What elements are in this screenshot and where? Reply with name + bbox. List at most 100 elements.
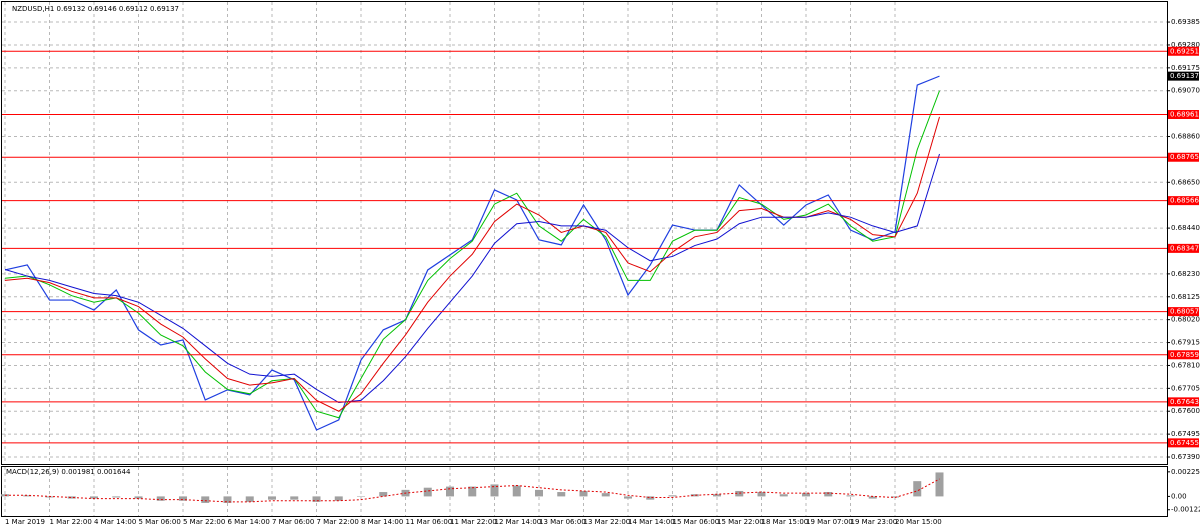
macd-tick-label: 0.00 — [1171, 492, 1187, 500]
x-tick-label: 1 Mar 2019 — [5, 518, 45, 526]
macd-bar — [646, 496, 655, 500]
macd-bar — [713, 494, 721, 497]
macd-bar — [134, 496, 143, 499]
macd-bar — [45, 496, 54, 498]
x-tick-label: 18 Mar 15:00 — [762, 518, 809, 526]
macd-bar — [423, 487, 432, 497]
level-label: 0.68566 — [1170, 197, 1199, 205]
x-tick-label: 14 Mar 14:00 — [628, 518, 675, 526]
x-tick-label: 13 Mar 06:00 — [539, 518, 586, 526]
x-tick-label: 19 Mar 23:00 — [851, 518, 898, 526]
level-label: 0.67455 — [1170, 439, 1199, 447]
level-label: 0.67859 — [1170, 351, 1199, 359]
level-label-bg — [1168, 243, 1199, 253]
macd-bar — [512, 485, 521, 497]
main-pane — [1, 1, 1168, 465]
level-label: 0.69251 — [1170, 47, 1199, 55]
macd-bar — [312, 496, 321, 502]
level-label-bg — [1168, 196, 1199, 206]
macd-bar — [90, 496, 98, 499]
macd-bar — [601, 493, 610, 497]
y-tick-label: 0.69385 — [1171, 18, 1200, 26]
chart-title: NZDUSD,H1 0.69132 0.69146 0.69112 0.6913… — [12, 5, 179, 13]
macd-bar — [868, 496, 877, 499]
macd-bar — [245, 496, 254, 502]
macd-bar — [179, 496, 187, 501]
macd-bar — [579, 490, 588, 497]
y-tick-label: 0.69280 — [1171, 41, 1200, 49]
macd-bar — [446, 486, 454, 497]
macd-bar — [757, 492, 766, 497]
y-tick-label: 0.68020 — [1171, 316, 1200, 324]
macd-bar — [290, 496, 299, 500]
macd-bar — [67, 496, 76, 499]
level-label: 0.68961 — [1170, 111, 1199, 119]
macd-bar — [334, 496, 343, 501]
y-tick-label: 0.68650 — [1171, 178, 1200, 186]
moving-average — [4, 153, 940, 404]
macd-bar — [891, 496, 899, 498]
macd-bar — [490, 484, 499, 497]
x-tick-label: 19 Mar 07:00 — [806, 518, 853, 526]
macd-pane — [1, 466, 1168, 517]
level-label: 0.67643 — [1170, 398, 1199, 406]
y-tick-label: 0.67705 — [1171, 384, 1200, 392]
macd-bar — [846, 495, 855, 497]
level-label-bg — [1168, 397, 1199, 407]
level-label-bg — [1168, 110, 1199, 120]
moving-average — [4, 90, 940, 419]
macd-bar — [223, 496, 232, 503]
y-tick-label: 0.69070 — [1171, 87, 1200, 95]
macd-bar — [668, 495, 677, 497]
macd-tick-label: 0.002256 — [1171, 468, 1200, 476]
current-price-bg — [1168, 71, 1199, 81]
price-line — [4, 75, 940, 431]
y-tick-label: 0.67600 — [1171, 407, 1200, 415]
macd-bar — [624, 496, 632, 499]
level-label-bg — [1168, 152, 1199, 162]
x-tick-label: 7 Mar 22:00 — [317, 518, 359, 526]
level-label: 0.68347 — [1170, 244, 1199, 252]
x-tick-label: 12 Mar 14:00 — [495, 518, 542, 526]
macd-bar — [735, 490, 744, 497]
macd-bar — [779, 494, 788, 497]
macd-bar — [112, 496, 121, 498]
level-label: 0.68765 — [1170, 153, 1199, 161]
y-tick-label: 0.68125 — [1171, 293, 1200, 301]
x-tick-label: 4 Mar 14:00 — [94, 518, 136, 526]
level-label: 0.68057 — [1170, 308, 1199, 316]
x-tick-label: 11 Mar 22:00 — [450, 518, 497, 526]
macd-bar — [535, 489, 543, 497]
level-label-bg — [1168, 350, 1199, 360]
x-tick-label: 15 Mar 06:00 — [673, 518, 720, 526]
macd-bar — [23, 495, 32, 497]
macd-bar — [690, 494, 699, 497]
y-tick-label: 0.67915 — [1171, 339, 1200, 347]
macd-tick-label: -0.001225 — [1171, 506, 1200, 514]
macd-bar — [268, 496, 276, 500]
x-tick-label: 20 Mar 15:00 — [895, 518, 942, 526]
x-tick-label: 11 Mar 06:00 — [406, 518, 453, 526]
y-tick-label: 0.67495 — [1171, 430, 1200, 438]
x-tick-label: 1 Mar 22:00 — [50, 518, 92, 526]
y-tick-label: 0.69175 — [1171, 64, 1200, 72]
macd-bar — [824, 492, 833, 497]
current-price-label: 0.69137 — [1170, 72, 1199, 80]
x-tick-label: 8 Mar 14:00 — [361, 518, 403, 526]
y-tick-label: 0.67390 — [1171, 453, 1200, 461]
macd-bar — [802, 493, 810, 497]
y-tick-label: 0.68860 — [1171, 133, 1200, 141]
level-label-bg — [1168, 438, 1199, 448]
macd-bar — [201, 496, 210, 503]
macd-bar — [468, 486, 477, 497]
macd-bar — [379, 492, 388, 497]
macd-bar — [913, 481, 922, 497]
x-tick-label: 5 Mar 06:00 — [139, 518, 181, 526]
macd-bar — [935, 472, 944, 497]
level-label-bg — [1168, 46, 1199, 56]
x-tick-label: 15 Mar 22:00 — [717, 518, 764, 526]
x-tick-label: 5 Mar 22:00 — [183, 518, 225, 526]
x-tick-label: 13 Mar 22:00 — [584, 518, 631, 526]
